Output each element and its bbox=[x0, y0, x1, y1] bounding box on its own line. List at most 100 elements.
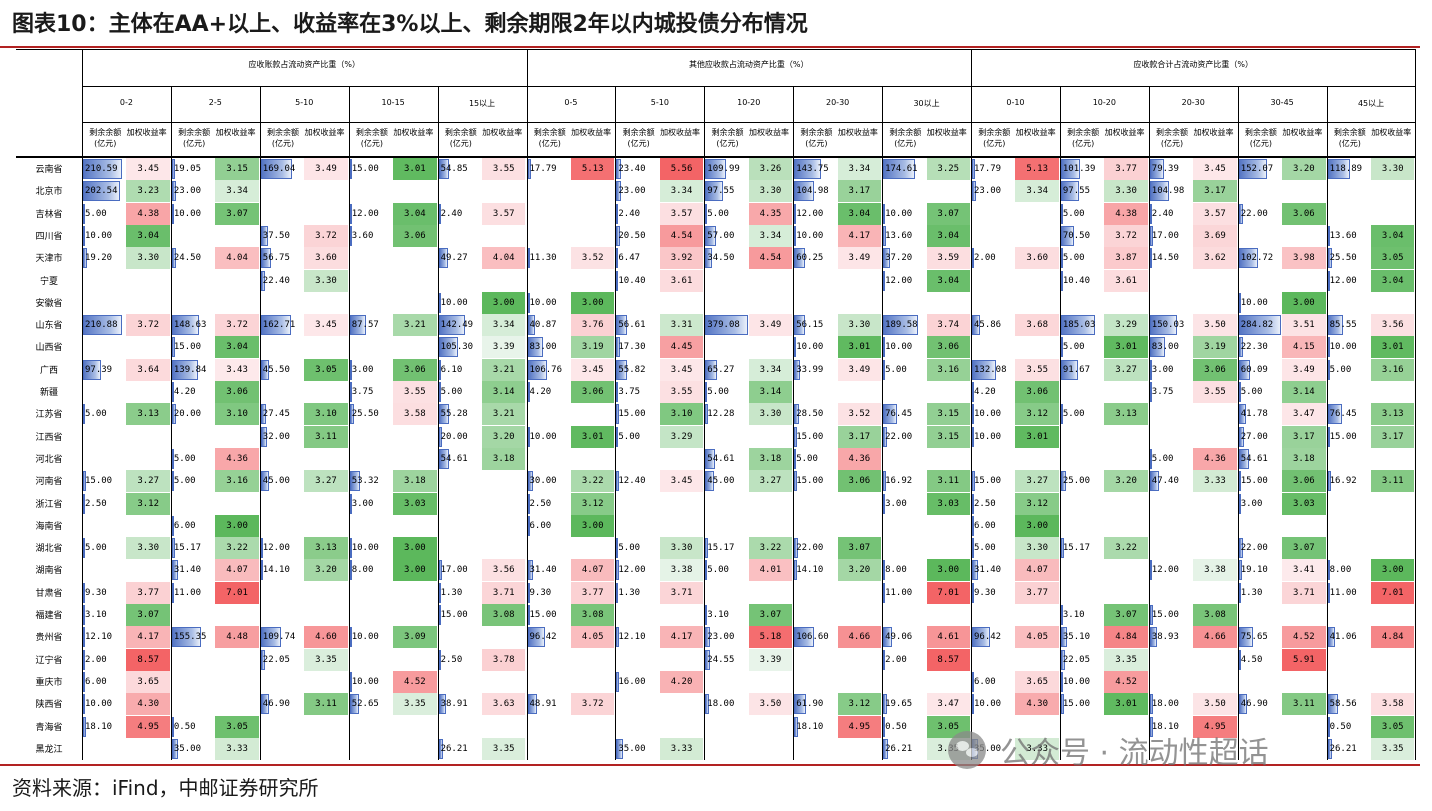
balance-value: 85.55 bbox=[1329, 320, 1357, 331]
yield-value: 3.50 bbox=[1193, 693, 1237, 716]
balance-value: 19.05 bbox=[173, 164, 201, 174]
yield-value: 3.29 bbox=[1104, 314, 1148, 337]
yield-value: 3.60 bbox=[1015, 247, 1059, 270]
balance-bar bbox=[883, 315, 919, 336]
balance-bar bbox=[1060, 627, 1068, 648]
balance-bar bbox=[794, 359, 801, 380]
yield-value: 3.07 bbox=[126, 604, 170, 626]
yield-value: 3.34 bbox=[1015, 180, 1059, 203]
yield-value: 3.18 bbox=[1282, 447, 1326, 470]
balance-bar bbox=[1238, 649, 1241, 670]
band-header: 30以上 bbox=[913, 99, 940, 108]
yield-value: 3.50 bbox=[1193, 314, 1237, 337]
yield-value: 3.17 bbox=[837, 425, 882, 448]
yield-value: 3.22 bbox=[215, 537, 259, 560]
balance-value: 202.54 bbox=[85, 186, 118, 197]
balance-bar bbox=[616, 337, 620, 358]
yield-value: 3.59 bbox=[926, 247, 970, 270]
yield-value: 3.45 bbox=[570, 358, 615, 381]
balance-value: 0.50 bbox=[1329, 721, 1352, 732]
yield-header: 加权收益率 bbox=[215, 128, 256, 137]
balance-value: 14.10 bbox=[796, 565, 824, 576]
balance-bar bbox=[83, 203, 85, 224]
yield-value: 4.01 bbox=[748, 559, 793, 582]
balance-bar bbox=[438, 292, 441, 313]
yield-value: 3.11 bbox=[304, 425, 348, 448]
balance-value: 53.32 bbox=[351, 476, 379, 487]
yield-value: 3.01 bbox=[1104, 336, 1148, 359]
province-label: 天津市 bbox=[35, 254, 63, 265]
balance-bar bbox=[883, 627, 893, 648]
balance-value: 3.75 bbox=[1151, 387, 1174, 397]
yield-value: 3.07 bbox=[748, 604, 793, 626]
balance-value: 15.00 bbox=[351, 164, 379, 174]
balance-value: 10.00 bbox=[351, 632, 379, 643]
balance-bar bbox=[438, 582, 441, 603]
balance-value: 12.00 bbox=[351, 208, 379, 219]
balance-value: 8.00 bbox=[885, 565, 907, 576]
balance-value: 54.61 bbox=[1240, 453, 1268, 464]
balance-bar bbox=[972, 359, 997, 380]
balance-bar bbox=[1060, 471, 1066, 492]
balance-value: 46.90 bbox=[1240, 699, 1268, 710]
balance-value: 25.00 bbox=[1062, 476, 1090, 487]
bottom-rule bbox=[0, 764, 1420, 766]
balance-value: 54.61 bbox=[440, 453, 468, 464]
balance-value: 5.00 bbox=[85, 208, 107, 219]
col-rule bbox=[1326, 86, 1328, 760]
balance-value: 2.50 bbox=[85, 498, 107, 509]
yield-value: 4.07 bbox=[1015, 559, 1059, 582]
rule bbox=[16, 156, 1416, 158]
province-label: 黑龙江 bbox=[35, 744, 63, 755]
balance-bar bbox=[794, 716, 798, 737]
yield-value: 3.77 bbox=[1015, 581, 1059, 604]
balance-value: 10.00 bbox=[529, 297, 557, 308]
balance-value: 17.79 bbox=[974, 164, 1002, 174]
balance-bar bbox=[1060, 694, 1064, 715]
balance-bar bbox=[705, 203, 708, 224]
yield-value: 3.01 bbox=[837, 336, 882, 359]
balance-bar bbox=[1060, 605, 1063, 625]
yield-value: 3.45 bbox=[659, 470, 704, 493]
balance-value: 3.75 bbox=[351, 387, 374, 397]
province-label: 山东省 bbox=[35, 321, 63, 332]
balance-bar bbox=[972, 471, 975, 492]
balance-value: 6.00 bbox=[85, 676, 107, 687]
yield-header: 加权收益率 bbox=[1193, 128, 1234, 137]
yield-value: 3.16 bbox=[215, 470, 259, 493]
balance-value: 5.00 bbox=[173, 453, 196, 464]
balance-bar bbox=[616, 359, 627, 380]
yield-value: 4.84 bbox=[1371, 626, 1415, 649]
balance-value: 11.30 bbox=[529, 253, 557, 264]
balance-value: 41.78 bbox=[1240, 409, 1268, 420]
title-bar: 图表10：主体在AA+以上、收益率在3%以上、剩余期限2年以内城投债分布情况 bbox=[0, 0, 1432, 46]
balance-bar bbox=[972, 426, 974, 447]
balance-bar bbox=[260, 270, 265, 291]
yield-value: 3.20 bbox=[482, 425, 526, 448]
balance-value: 23.00 bbox=[707, 632, 735, 643]
balance-value: 19.65 bbox=[885, 699, 913, 710]
balance-bar bbox=[1149, 203, 1152, 224]
yield-value: 5.13 bbox=[570, 158, 615, 180]
balance-bar bbox=[1238, 382, 1241, 402]
province-label: 贵州省 bbox=[35, 633, 63, 644]
yield-value: 4.15 bbox=[1282, 336, 1326, 359]
balance-bar bbox=[1238, 337, 1243, 358]
rule bbox=[82, 122, 1416, 123]
yield-value: 5.91 bbox=[1282, 648, 1326, 671]
balance-bar bbox=[83, 694, 85, 715]
balance-value: 91.67 bbox=[1062, 364, 1090, 375]
yield-value: 3.52 bbox=[570, 247, 615, 270]
balance-value: 15.17 bbox=[707, 543, 735, 554]
province-label: 四川省 bbox=[35, 231, 63, 242]
balance-bar bbox=[1060, 404, 1063, 425]
yield-value: 3.30 bbox=[659, 537, 704, 560]
balance-value: 10.00 bbox=[796, 230, 824, 241]
yield-value: 3.30 bbox=[304, 269, 348, 292]
balance-value: 12.10 bbox=[618, 632, 646, 643]
yield-value: 3.52 bbox=[837, 403, 882, 426]
yield-value: 3.14 bbox=[748, 381, 793, 403]
balance-bar bbox=[794, 627, 814, 648]
yield-value: 3.03 bbox=[393, 492, 437, 515]
yield-value: 3.45 bbox=[304, 314, 348, 337]
